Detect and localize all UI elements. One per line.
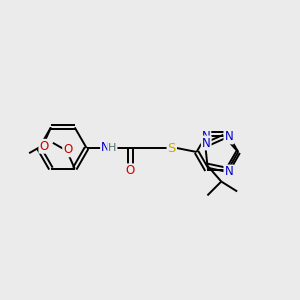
Text: N: N [202,130,210,143]
Text: S: S [168,142,176,154]
Text: O: O [39,140,49,153]
Text: O: O [126,164,135,177]
Text: O: O [63,143,72,156]
Text: N: N [101,141,110,154]
Text: N: N [224,166,233,178]
Text: H: H [108,142,116,152]
Text: N: N [224,130,233,143]
Text: N: N [202,136,211,149]
